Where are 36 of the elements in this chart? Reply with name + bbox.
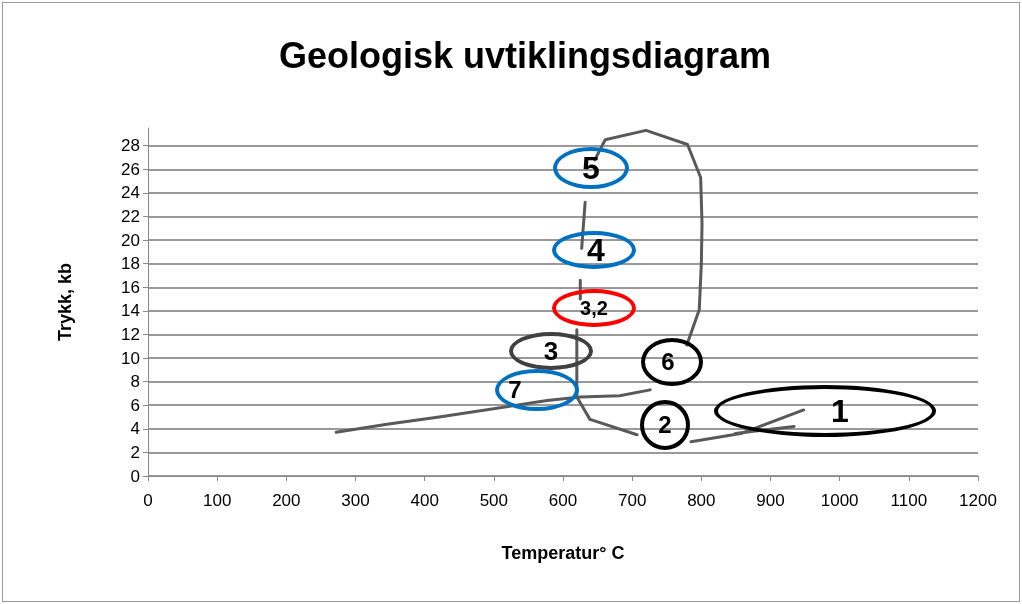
y-tick-label: 20 (121, 230, 140, 250)
y-tick-label: 8 (130, 372, 140, 392)
y-tick-label: 16 (121, 277, 140, 297)
x-axis-title: Temperatur° C (501, 543, 625, 563)
y-tick-label: 14 (121, 301, 140, 321)
x-tick-label: 0 (143, 491, 153, 510)
x-tick-label: 200 (272, 491, 301, 510)
y-tick-label: 12 (121, 324, 140, 344)
y-tick-label: 24 (121, 183, 140, 203)
y-tick-label: 22 (121, 206, 140, 226)
x-tick-label: 800 (687, 491, 716, 510)
x-tick-label: 1200 (959, 491, 997, 510)
x-tick-label: 300 (341, 491, 370, 510)
y-tick-label: 28 (121, 136, 140, 156)
y-tick-label: 2 (130, 442, 140, 462)
y-tick-label: 10 (121, 348, 140, 368)
y-tick-label: 0 (130, 466, 140, 486)
x-tick-label: 100 (202, 491, 232, 510)
annotation: 4 (586, 231, 606, 270)
annotation: 2 (657, 410, 673, 440)
y-axis-title: Trykk, kb (55, 262, 75, 342)
annotation: 6 (660, 347, 676, 377)
y-tick-label: 26 (121, 159, 140, 179)
annotation: 1 (830, 392, 850, 431)
x-tick-label: 1000 (820, 491, 859, 510)
x-tick-label: 900 (756, 491, 785, 510)
y-tick-label: 4 (130, 419, 140, 439)
x-tick-label: 500 (479, 491, 509, 510)
x-tick-label: 1100 (890, 491, 928, 510)
y-tick-label: 18 (121, 254, 140, 274)
annotation: 7 (507, 375, 523, 405)
chart-title: Geologisk uvtiklingsdiagram (278, 34, 772, 76)
x-tick-label: 700 (617, 491, 647, 510)
x-tick-label: 400 (410, 491, 439, 510)
x-tick-label: 600 (548, 491, 578, 510)
y-tick-label: 6 (130, 395, 140, 415)
